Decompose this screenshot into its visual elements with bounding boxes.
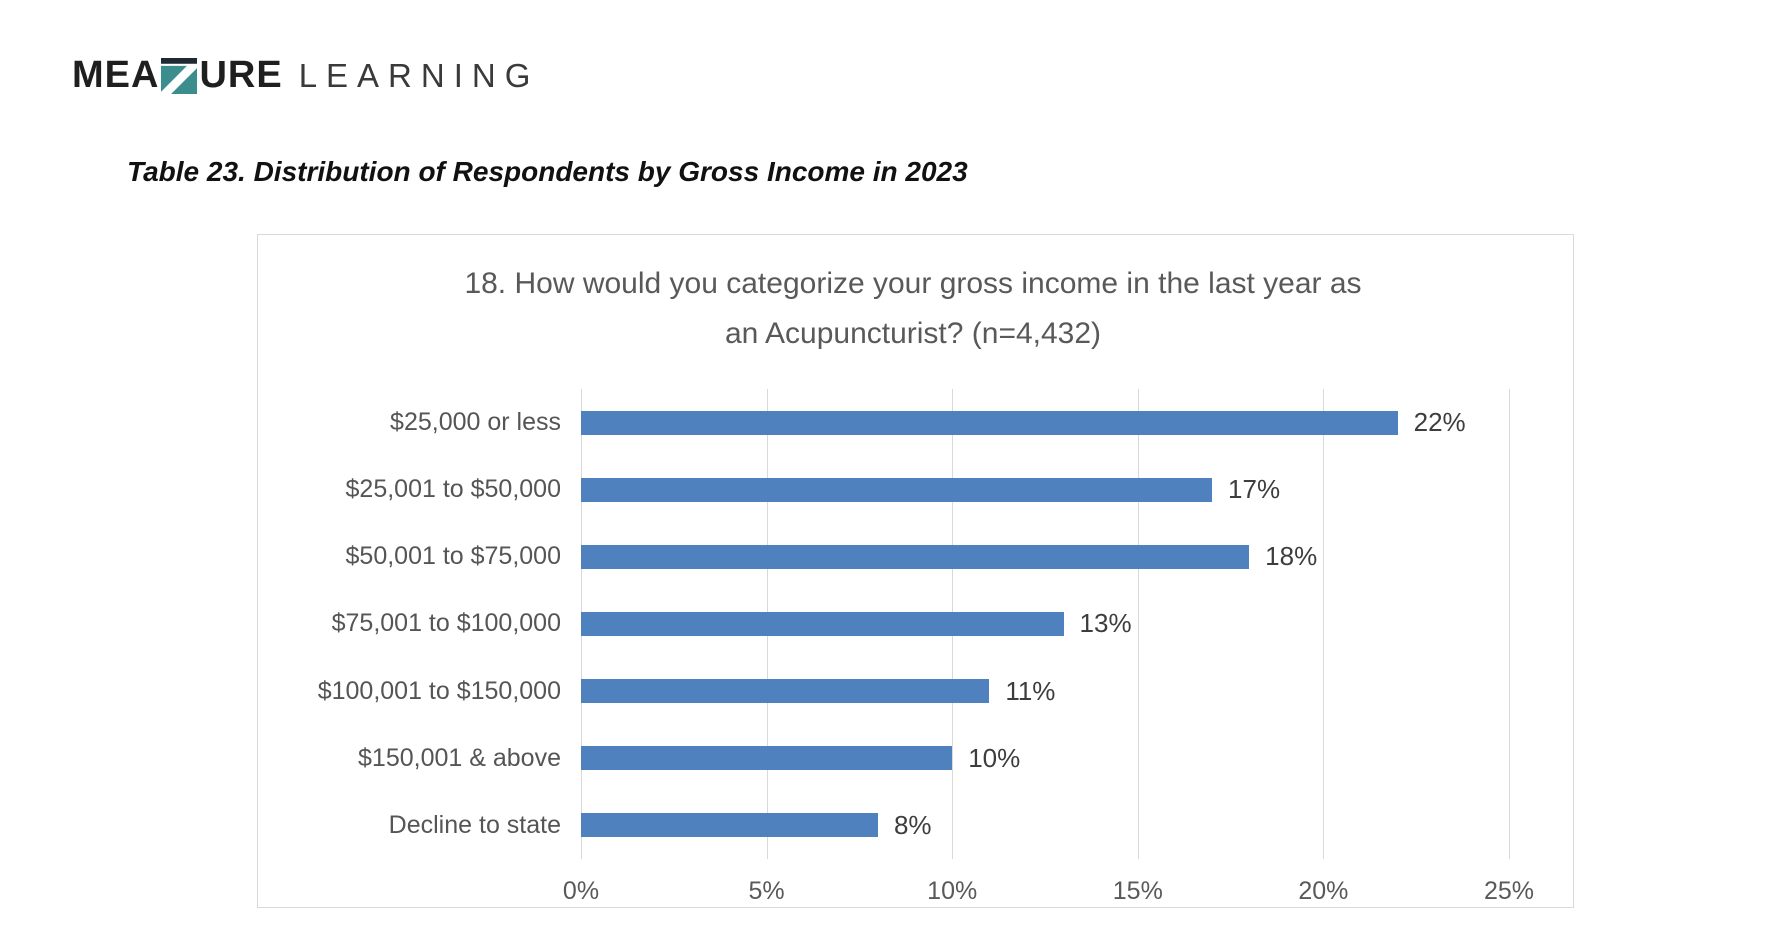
- bar-decline-to-state: [581, 813, 878, 838]
- bar--100-001-to-150-000: [581, 679, 990, 704]
- bar-zone: 17%: [581, 456, 1509, 523]
- bar-row: Decline to state 8%: [258, 792, 1509, 859]
- bar--50-001-to-75-000: [581, 544, 1250, 569]
- category-label: $25,000 or less: [390, 408, 561, 437]
- bar-zone: 11%: [581, 658, 1509, 725]
- value-label: 13%: [1079, 608, 1132, 639]
- x-axis: 0% 5% 10% 15% 20% 25%: [563, 877, 1534, 913]
- x-tick-label: 25%: [1483, 877, 1535, 905]
- category-label: $150,001 & above: [358, 743, 561, 772]
- bar-chart: 18. How would you categorize your gross …: [257, 234, 1574, 908]
- x-tick-label: 5%: [748, 877, 785, 905]
- x-tick-label: 15%: [1112, 877, 1163, 905]
- bar-row: $150,001 & above 10%: [258, 725, 1509, 792]
- bar-row: $100,001 to $150,000 11%: [258, 658, 1509, 725]
- gridline-20pct: [1323, 389, 1325, 859]
- bar-zone: 22%: [581, 389, 1509, 456]
- bar--150-001-above: [581, 746, 953, 771]
- bar-row: $25,000 or less 22%: [258, 389, 1509, 456]
- gridline-15pct: [1137, 389, 1139, 859]
- chart-title-line-2: an Acupuncturist? (n=4,432): [724, 317, 1102, 350]
- logo-text-learning: LEARNING: [298, 56, 540, 94]
- category-label: $25,001 to $50,000: [345, 475, 561, 504]
- gridline-25pct: [1509, 389, 1510, 859]
- bar-row: $25,001 to $50,000 17%: [258, 456, 1509, 523]
- table-caption: Table 23. Distribution of Respondents by…: [127, 156, 968, 187]
- value-label: 8%: [893, 809, 932, 840]
- chart-title-line-1: 18. How would you categorize your gross …: [464, 267, 1362, 300]
- category-label: $100,001 to $150,000: [317, 676, 561, 705]
- chart-title: 18. How would you categorize your gross …: [328, 259, 1498, 359]
- category-label: $75,001 to $100,000: [331, 609, 561, 638]
- bar-zone: 10%: [581, 725, 1509, 792]
- bar-zone: 13%: [581, 590, 1509, 657]
- bar-row: $75,001 to $100,000 13%: [258, 590, 1509, 657]
- value-label: 11%: [1005, 675, 1056, 706]
- bar-rows: $25,000 or less 22% $25,001 to $50,000 17% $…: [258, 389, 1509, 859]
- meazure-learning-logo: MEA URE LEARNING: [72, 54, 539, 96]
- logo-text-ure: URE: [199, 54, 283, 96]
- x-tick-label: 10%: [927, 877, 978, 905]
- category-label: Decline to state: [388, 810, 561, 839]
- value-label: 10%: [968, 742, 1021, 773]
- value-label: 22%: [1413, 407, 1466, 438]
- x-tick-label: 20%: [1298, 877, 1349, 905]
- value-label: 18%: [1265, 541, 1318, 572]
- category-label: $50,001 to $75,000: [345, 542, 561, 571]
- bar-row: $50,001 to $75,000 18%: [258, 523, 1509, 590]
- bar--25-001-to-50-000: [581, 477, 1213, 502]
- bar-zone: 8%: [581, 792, 1509, 859]
- bar-zone: 18%: [581, 523, 1509, 590]
- x-tick-label: 0%: [562, 877, 600, 905]
- meazure-z-icon: [161, 58, 198, 94]
- bar--25-000-or-less: [581, 410, 1398, 435]
- plot-area: $25,000 or less 22% $25,001 to $50,000 17% $…: [318, 389, 1510, 859]
- logo-text-mea: MEA: [72, 54, 160, 96]
- bar--75-001-to-100-000: [581, 611, 1064, 636]
- value-label: 17%: [1228, 474, 1281, 505]
